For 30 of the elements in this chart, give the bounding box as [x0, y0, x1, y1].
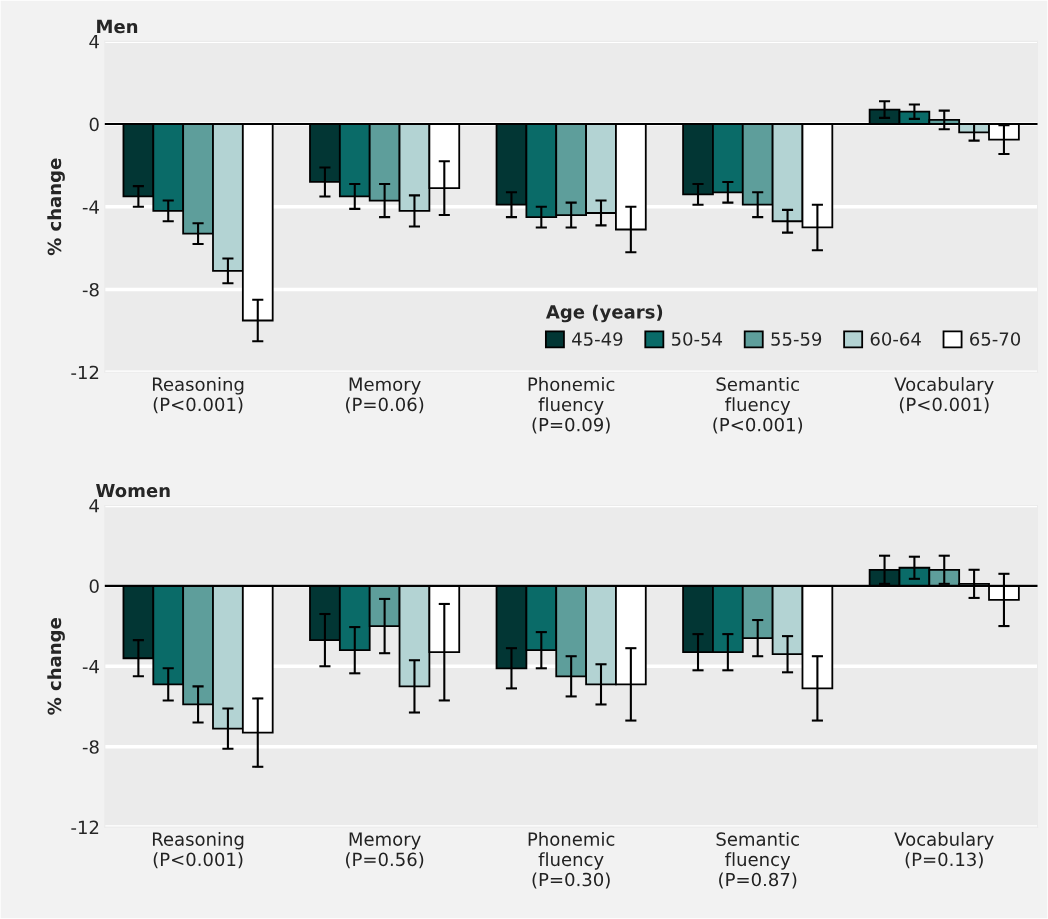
x-tick-label: Reasoning (P<0.001): [152, 831, 244, 869]
x-tick-label: Semantic fluency (P=0.87): [716, 831, 799, 889]
y-axis-title: % change: [47, 618, 65, 715]
legend-label: 45-49: [572, 332, 623, 346]
legend-label: 65-70: [970, 332, 1021, 346]
y-tick-label: -12: [71, 365, 99, 380]
x-tick-label: Phonemic fluency (P=0.09): [528, 377, 615, 434]
y-tick-label: -8: [82, 740, 99, 754]
x-tick-label: Phonemic fluency (P=0.30): [528, 831, 615, 889]
x-tick-label: Semantic fluency (P<0.001): [713, 377, 803, 434]
y-tick-label: -12: [71, 820, 99, 834]
x-tick-label: Vocabulary (P<0.001): [894, 377, 994, 414]
legend-label: 55-59: [771, 332, 822, 346]
legend-title: Age (years): [545, 304, 663, 323]
legend-label: 60-64: [870, 332, 921, 346]
x-tick-label: Memory (P=0.06): [346, 377, 424, 414]
x-tick-label: Memory (P=0.56): [346, 832, 424, 869]
x-tick-label: Reasoning (P<0.001): [152, 377, 244, 414]
legend-label: 50-54: [671, 332, 723, 346]
y-axis-title: % change: [47, 158, 65, 256]
y-tick-label: 4: [89, 35, 99, 49]
chart-title: Men: [97, 19, 138, 34]
x-tick-label: Vocabulary (P=0.13): [894, 831, 994, 869]
y-tick-label: 0: [89, 117, 99, 132]
y-tick-label: -4: [82, 200, 99, 214]
y-tick-label: 4: [89, 499, 99, 513]
y-tick-label: 0: [89, 579, 99, 593]
y-tick-label: -8: [82, 282, 99, 297]
chart-title: Women: [96, 483, 170, 498]
y-tick-label: -4: [82, 659, 99, 674]
